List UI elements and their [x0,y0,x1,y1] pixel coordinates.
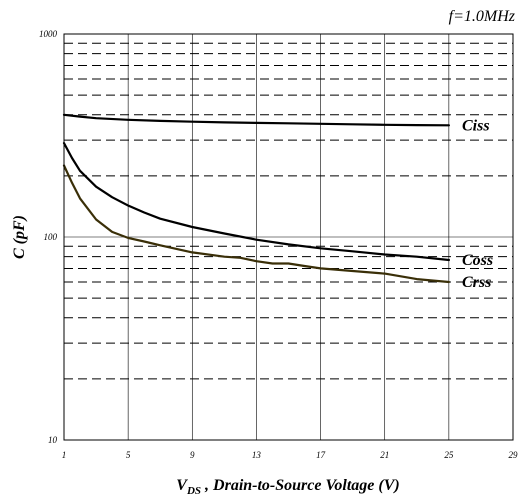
plot-frame [63,33,514,441]
series-coss-line [62,142,450,262]
grid [64,34,513,440]
y-tick-label: 100 [44,232,58,242]
series-label-ciss: Ciss [462,117,490,134]
frequency-annotation: f=1.0MHz [449,8,516,25]
series-label-coss: Coss [462,252,493,269]
x-tick-label: 21 [380,450,389,460]
x-axis-title: VDS , Drain-to-Source Voltage (V) [176,477,399,497]
series-crss-line [62,164,450,284]
x-tick-label: 1 [62,450,67,460]
series-label-crss: Crss [462,274,491,291]
x-tick-label: 5 [126,450,131,460]
y-tick-label: 1000 [39,29,58,39]
x-tick-label: 29 [509,450,519,460]
x-tick-label: 13 [252,450,262,460]
series-lines [62,113,450,284]
x-axis-title-subscript: DS [186,485,201,497]
x-tick-label: 17 [316,450,326,460]
x-tick-label: 25 [444,450,454,460]
x-tick-label: 9 [190,450,195,460]
tick-labels: 1 5 9 13 17 21 25 29 10 100 1000 [39,29,518,460]
series-ciss-line [62,113,450,127]
x-axis-title-text: , Drain-to-Source Voltage (V) [201,477,400,494]
y-axis-title: C (pF) [11,215,28,259]
x-axis-title-symbol: V [176,477,188,494]
y-tick-label: 10 [48,435,58,445]
series-labels: Ciss Coss Crss [462,117,493,291]
